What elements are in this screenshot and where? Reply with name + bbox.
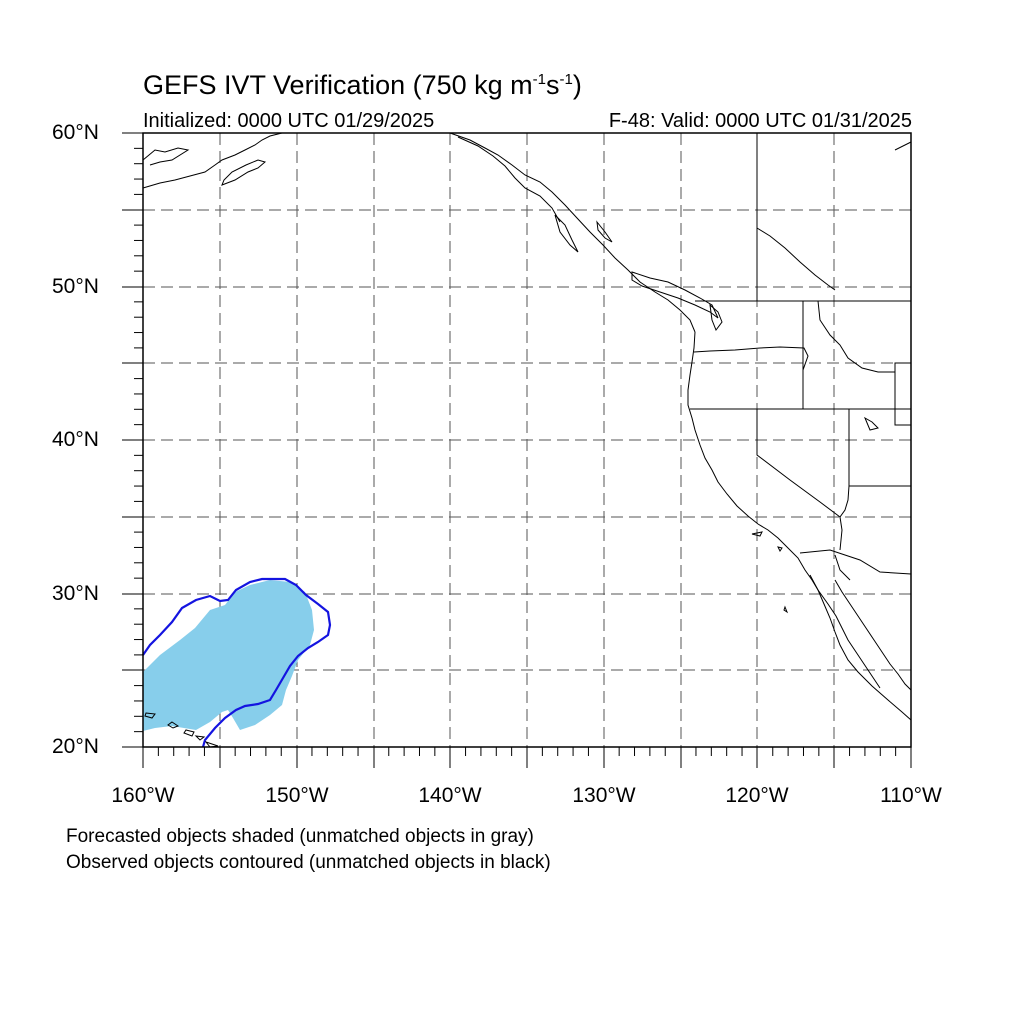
lat-label-50n: 50°N [52, 275, 99, 298]
observed-ivt-contour [142, 577, 332, 748]
lat-label-30n: 30°N [52, 582, 99, 605]
lon-label-130w: 130°W [572, 784, 636, 807]
note-forecast: Forecasted objects shaded (unmatched obj… [66, 826, 534, 847]
political-borders [690, 133, 912, 581]
lon-label-140w: 140°W [418, 784, 482, 807]
lon-label-150w: 150°W [265, 784, 329, 807]
lon-label-110w: 110°W [880, 784, 942, 807]
lon-label-160w: 160°W [111, 784, 175, 807]
lat-label-40n: 40°N [52, 428, 99, 451]
note-observed: Observed objects contoured (unmatched ob… [66, 852, 551, 873]
lon-label-120w: 120°W [725, 784, 789, 807]
initialized-time: Initialized: 0000 UTC 01/29/2025 [143, 110, 435, 132]
forecast-ivt-object [143, 580, 314, 731]
coastlines [142, 132, 912, 748]
valid-time: F-48: Valid: 0000 UTC 01/31/2025 [608, 110, 912, 132]
map-title: GEFS IVT Verification (750 kg m-1s-1) [143, 70, 582, 100]
minor-tick-marks [134, 147, 897, 756]
lat-label-60n: 60°N [52, 121, 99, 144]
lat-label-20n: 20°N [52, 735, 99, 758]
tick-marks [122, 132, 912, 768]
